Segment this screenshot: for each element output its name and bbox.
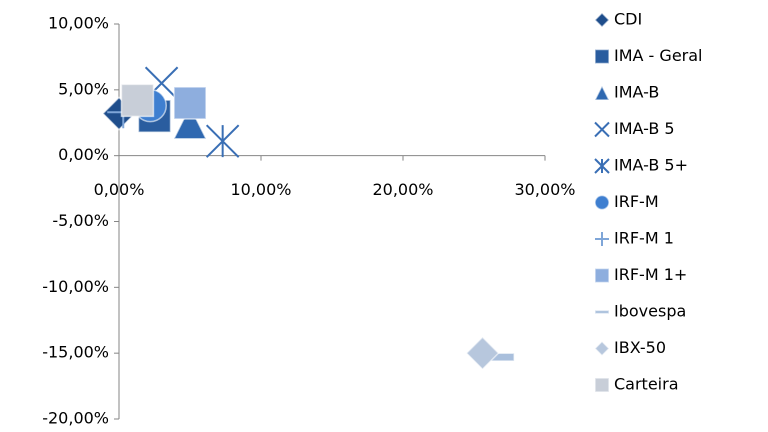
y-tick-label: 10,00% [48, 14, 109, 33]
legend-marker [593, 340, 611, 357]
y-tick-label: -5,00% [52, 211, 109, 230]
legend-label: IMA-B [614, 83, 659, 102]
legend-label: IRF-M 1 [614, 229, 674, 248]
legend-marker [594, 194, 610, 211]
legend-label: IMA - Geral [614, 46, 702, 65]
point [172, 105, 208, 140]
point [120, 83, 155, 118]
x-tick-label: 0,00% [94, 180, 145, 199]
y-tick-label: 0,00% [58, 145, 109, 164]
legend-marker [595, 232, 609, 246]
legend-label: IRF-M 1+ [614, 265, 687, 284]
y-tick-label: -20,00% [42, 409, 109, 428]
x-tick-label: 20,00% [372, 180, 433, 199]
legend-label: IRF-M [614, 192, 659, 211]
legend-marker [594, 48, 610, 65]
point [465, 336, 500, 371]
x-tick-label: 30,00% [514, 180, 575, 199]
legend-marker [593, 84, 611, 101]
point [205, 124, 240, 158]
legend-label: CDI [614, 10, 642, 29]
legend-label: IMA-B 5+ [614, 156, 688, 175]
legend-marker [593, 11, 611, 29]
y-tick-label: 5,00% [58, 79, 109, 98]
legend-marker [594, 309, 610, 315]
legend-label: Carteira [614, 375, 679, 394]
y-tick-label: -10,00% [42, 277, 109, 296]
y-tick-label: -15,00% [42, 343, 109, 362]
x-tick-label: 10,00% [230, 180, 291, 199]
legend-marker [594, 121, 610, 138]
legend-label: IBX-50 [614, 338, 666, 357]
legend-marker [594, 377, 610, 393]
legend-marker [594, 267, 610, 284]
legend-label: Ibovespa [614, 302, 686, 321]
legend-marker [594, 158, 610, 174]
point [173, 86, 207, 120]
legend-label: IMA-B 5 [614, 119, 675, 138]
